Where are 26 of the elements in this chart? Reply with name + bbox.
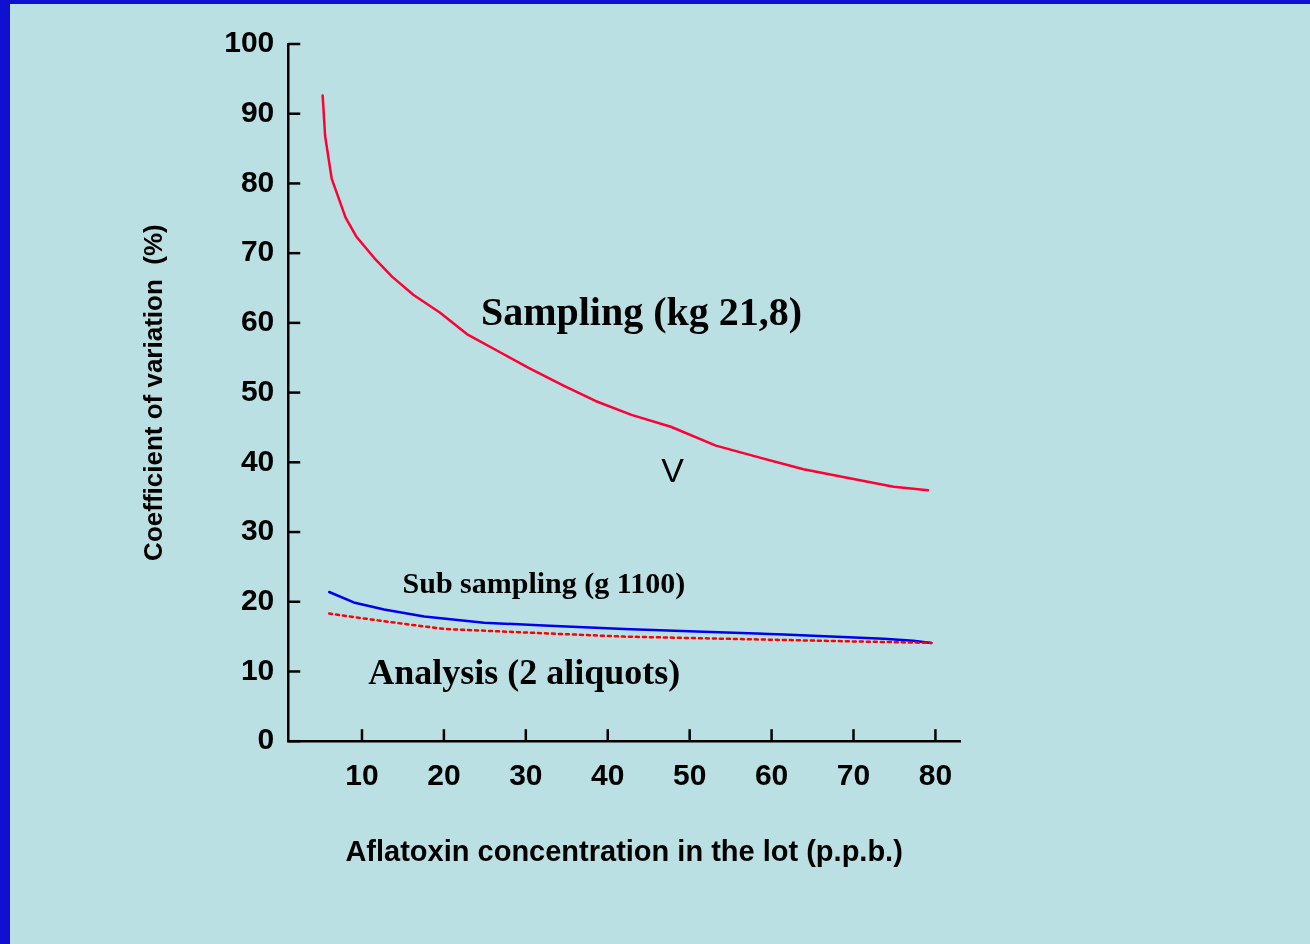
y-tick-label: 50 bbox=[240, 373, 275, 407]
y-axis-title: Coefficient of variation (%) bbox=[137, 224, 168, 561]
y-tick-label: 70 bbox=[240, 234, 275, 268]
y-tick-label: 30 bbox=[240, 513, 275, 547]
x-tick-label: 50 bbox=[672, 758, 707, 792]
series-label: Sampling (kg 21,8) bbox=[480, 289, 803, 335]
y-tick-label: 100 bbox=[224, 25, 275, 59]
x-tick-label: 10 bbox=[345, 758, 379, 792]
series-label: Analysis (2 aliquots) bbox=[368, 651, 681, 692]
x-axis-title: Aflatoxin concentration in the lot (p.p.b.) bbox=[345, 834, 903, 867]
x-tick-label: 80 bbox=[918, 758, 953, 792]
x-tick-label: 70 bbox=[836, 758, 871, 792]
y-tick-label: 90 bbox=[240, 94, 275, 128]
annotation: V bbox=[661, 451, 685, 490]
x-tick-label: 60 bbox=[754, 758, 789, 792]
y-tick-label: 60 bbox=[240, 304, 275, 338]
x-tick-label: 30 bbox=[509, 758, 543, 792]
y-tick-label: 80 bbox=[240, 164, 275, 198]
y-tick-label: 0 bbox=[257, 722, 275, 756]
series-label: Sub sampling (g 1100) bbox=[402, 566, 686, 601]
y-tick-label: 10 bbox=[240, 652, 275, 686]
line-series bbox=[327, 612, 933, 645]
y-tick-label: 20 bbox=[240, 583, 275, 617]
y-tick-label: 40 bbox=[240, 443, 275, 477]
x-tick-label: 40 bbox=[591, 758, 625, 792]
x-tick-label: 20 bbox=[427, 758, 461, 792]
